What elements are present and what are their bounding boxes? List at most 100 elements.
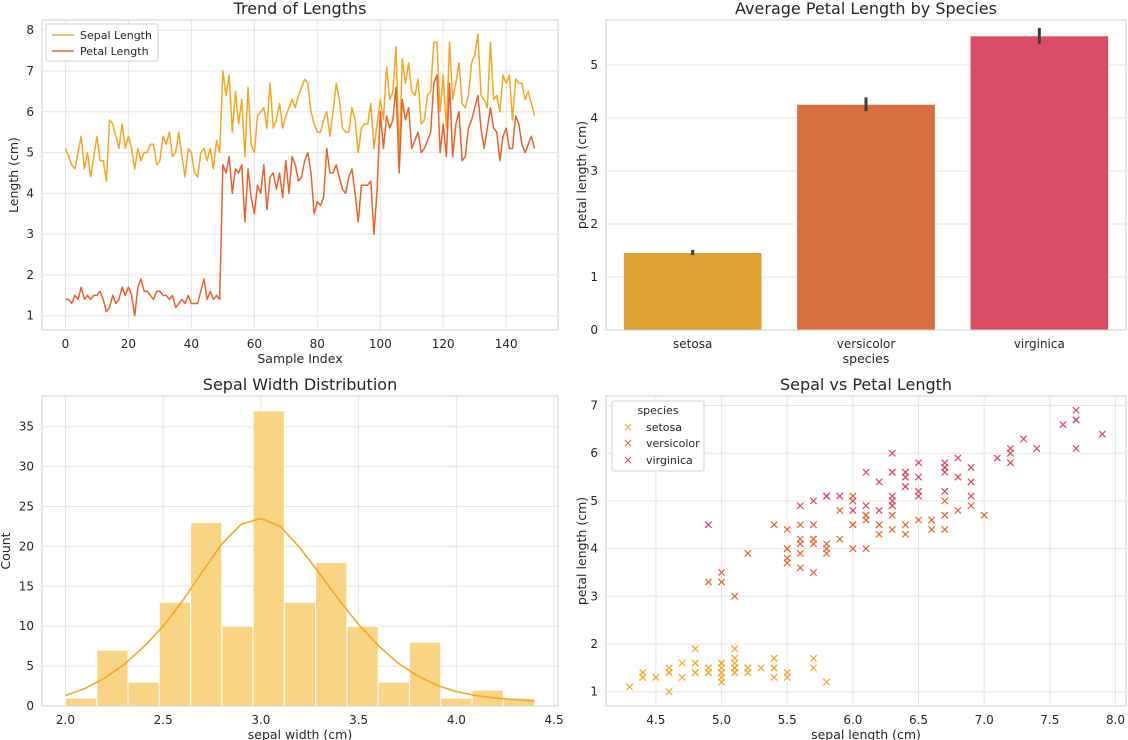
histogram-ylabel: Count — [0, 532, 13, 569]
legend-label-setosa: setosa — [646, 421, 682, 434]
y-tick-label: 4 — [26, 186, 34, 200]
scatter-point-virginica — [849, 506, 857, 515]
histogram-bin — [96, 649, 129, 707]
x-tick-label: 8.0 — [1106, 713, 1125, 727]
scatter-marks — [626, 406, 1106, 696]
histogram-bin — [64, 697, 98, 707]
x-tick-label: 140 — [495, 337, 518, 351]
scatter-point-setosa — [691, 668, 699, 677]
scatter-point-versicolor — [796, 564, 804, 572]
scatter-point-versicolor — [783, 544, 791, 553]
y-tick-label: 7 — [26, 64, 34, 78]
scatter-point-setosa — [757, 664, 765, 672]
scatter-point-setosa — [731, 659, 739, 667]
scatter-point-versicolor — [717, 578, 726, 586]
scatter-point-versicolor — [783, 525, 791, 534]
scatter-point-versicolor — [849, 521, 857, 529]
scatter-point-virginica — [875, 506, 883, 515]
scatter-point-virginica — [849, 497, 857, 505]
line-chart-frame — [41, 19, 559, 331]
scatter-legend: species × setosa × versicolor × virginic… — [611, 400, 705, 472]
scatter-point-virginica — [1072, 406, 1080, 414]
y-tick-label: 3 — [26, 227, 34, 241]
scatter-point-setosa — [704, 668, 713, 677]
scatter-point-virginica — [967, 478, 975, 486]
scatter-frame — [605, 395, 1127, 707]
histogram-bin — [127, 681, 160, 707]
y-tick-label: 3 — [590, 589, 598, 603]
scatter-point-virginica — [954, 473, 962, 481]
y-tick-label: 7 — [590, 399, 598, 413]
scatter-point-setosa — [665, 668, 673, 677]
histogram-frame — [41, 395, 559, 707]
x-tick-label: 40 — [184, 337, 199, 351]
y-tick-label: 2 — [26, 268, 34, 282]
x-tick-label: 7.5 — [1040, 713, 1059, 727]
scatter-point-setosa — [731, 645, 739, 653]
line-chart-ticks: 0 20 40 60 80 100 120 140 1 2 3 4 5 6 7 8 — [26, 23, 517, 351]
scatter-point-virginica — [809, 497, 818, 505]
x-tick-label: 4.5 — [646, 713, 665, 727]
y-tick-label: 5 — [26, 146, 34, 160]
scatter-point-setosa — [717, 659, 726, 667]
x-tick-label: 20 — [121, 337, 136, 351]
y-tick-label: 1 — [590, 270, 598, 284]
bar-chart-ticks: 0 1 2 3 4 5 setosa versicolor virginica — [590, 58, 1064, 351]
x-tick-label: 5.5 — [778, 713, 797, 727]
scatter-point-virginica — [836, 492, 844, 500]
x-tick-label: 7.0 — [975, 713, 994, 727]
line-chart-xlabel: Sample Index — [257, 351, 342, 366]
scatter-point-virginica — [1059, 420, 1067, 429]
scatter-point-versicolor — [980, 511, 988, 519]
y-tick-label: 4 — [590, 111, 598, 125]
bar-setosa — [622, 252, 763, 331]
scatter-legend-title: species — [637, 404, 678, 417]
scatter-point-versicolor — [849, 544, 857, 553]
scatter-point-virginica — [914, 459, 923, 467]
scatter-point-versicolor — [875, 530, 883, 538]
histogram-bin — [158, 601, 192, 707]
scatter-point-versicolor — [796, 521, 804, 529]
scatter-point-versicolor — [954, 506, 962, 515]
x-tick-label: 5.0 — [712, 713, 731, 727]
x-tick-label: 2.5 — [154, 713, 173, 727]
bar-chart-title: Average Petal Length by Species — [735, 0, 997, 18]
histogram-xlabel: sepal width (cm) — [248, 727, 352, 740]
scatter-point-setosa — [652, 673, 660, 682]
scatter-point-versicolor — [836, 535, 844, 543]
y-tick-label: 20 — [19, 539, 34, 553]
line-chart-title: Trend of Lengths — [233, 0, 367, 18]
y-tick-label: 6 — [590, 446, 598, 460]
scatter-point-virginica — [875, 478, 883, 486]
histogram-bin — [221, 625, 254, 707]
scatter-point-versicolor — [914, 516, 923, 524]
legend-marker-versicolor: × — [623, 436, 633, 450]
scatter-point-setosa — [809, 664, 818, 672]
x-tick-label: 120 — [432, 337, 455, 351]
bar-chart-panel: 0 1 2 3 4 5 setosa versicolor virginica Average … — [574, 0, 1127, 366]
scatter-point-versicolor — [928, 516, 936, 524]
scatter-point-setosa — [717, 668, 726, 677]
x-tick-label: 6.5 — [909, 713, 928, 727]
scatter-point-versicolor — [704, 578, 713, 586]
y-tick-label: 35 — [19, 420, 34, 434]
y-tick-label: 5 — [590, 494, 598, 508]
scatter-point-virginica — [954, 454, 962, 462]
scatter-point-virginica — [796, 502, 804, 510]
line-series-sepal-length — [64, 33, 536, 182]
scatter-title: Sepal vs Petal Length — [780, 375, 952, 394]
scatter-xlabel: sepal length (cm) — [811, 727, 921, 740]
scatter-ylabel: petal length (cm) — [574, 497, 589, 605]
legend-label-versicolor: versicolor — [646, 437, 700, 450]
scatter-point-versicolor — [901, 521, 910, 529]
scatter-point-virginica — [822, 492, 831, 500]
scatter-point-virginica — [1072, 416, 1080, 424]
scatter-point-setosa — [665, 688, 673, 696]
scatter-point-versicolor — [862, 516, 870, 524]
scatter-point-virginica — [993, 454, 1001, 462]
scatter-point-versicolor — [941, 497, 949, 505]
y-tick-label: 25 — [19, 500, 34, 514]
histogram-bin — [315, 561, 348, 707]
y-tick-label: 15 — [19, 579, 34, 593]
